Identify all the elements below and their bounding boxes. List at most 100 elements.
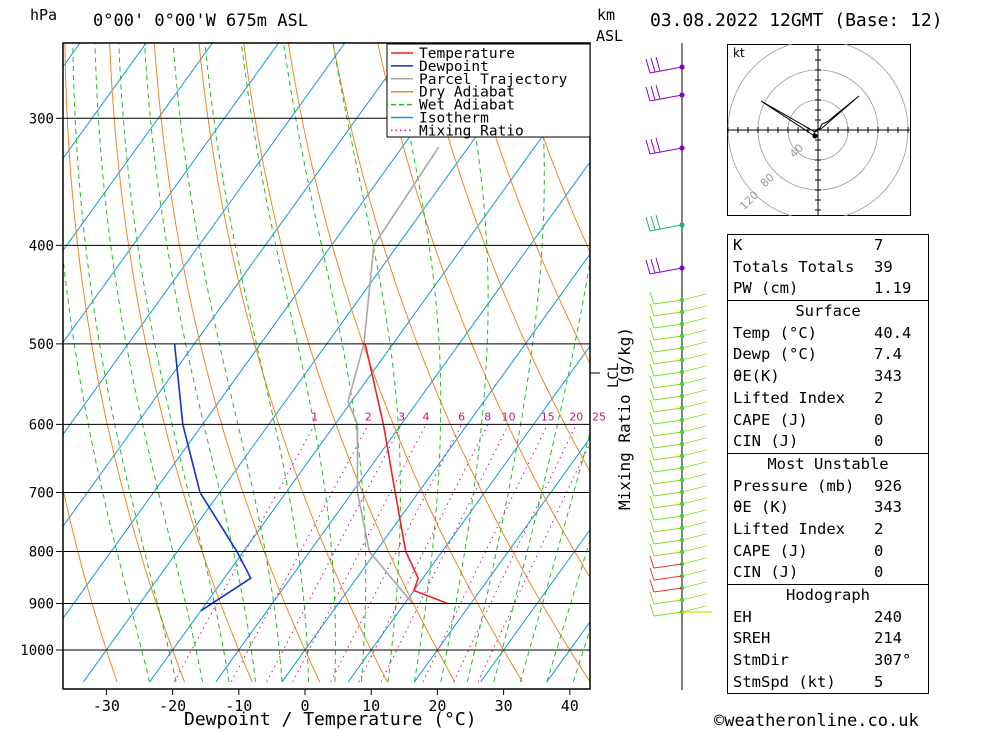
hodo-trace	[760, 95, 860, 136]
mixing-ratio-line	[230, 424, 369, 683]
mu-param-label: CAPE (J)	[733, 541, 808, 560]
wind-barb-shaft	[681, 389, 707, 397]
isotherm-line	[63, 43, 214, 252]
dry-adiabat-line	[511, 43, 590, 254]
temp-tick-label: 30	[495, 697, 513, 715]
isotherm-line	[281, 253, 590, 683]
pressure-tick-label: 700	[29, 485, 54, 501]
wind-barb-shaft	[653, 575, 683, 581]
wind-barb-feather	[649, 423, 655, 437]
wet-adiabat-line	[94, 43, 204, 682]
pressure-unit: hPa	[30, 6, 58, 24]
wind-barb-feather	[649, 519, 655, 533]
wind-barb-feather	[649, 303, 655, 317]
surface-param-label: CAPE (J)	[733, 410, 808, 429]
basic-param-label: Totals Totals	[733, 257, 855, 276]
wind-barb-feather	[649, 435, 655, 449]
wind-barb-feather	[650, 215, 656, 231]
mixing-ratio-label: 15	[541, 410, 555, 423]
mu-param-value: 343	[874, 498, 902, 517]
wind-barb-shaft	[649, 147, 683, 155]
mu-param-row: CIN (J) 0	[728, 562, 928, 584]
plot-frame	[62, 42, 591, 690]
wind-barb-shaft	[681, 413, 707, 421]
mu-param-row: θE (K) 343	[728, 497, 928, 519]
mixing-ratio-label: 3	[398, 410, 405, 423]
wet-adiabat-line	[493, 259, 590, 683]
temp-tick-label: 40	[561, 697, 579, 715]
wind-barb-shaft	[653, 539, 683, 545]
pressure-tick-label: 300	[29, 111, 54, 127]
temp-tick-label: -10	[225, 697, 252, 715]
wind-barb-feather	[645, 86, 651, 102]
wind-barb-feather	[645, 216, 651, 232]
wind-barb-feather	[655, 137, 661, 153]
mu-param-row: CAPE (J) 0	[728, 541, 928, 563]
mixing-ratio-label: 25	[592, 410, 606, 423]
dry-adiabat-line	[109, 43, 253, 683]
wind-barb-shaft	[681, 293, 707, 301]
dry-adiabat-line	[0, 38, 50, 682]
wet-adiabat-line	[172, 43, 283, 682]
wet-adiabat-line	[118, 43, 230, 682]
wind-barb-feather	[655, 214, 661, 230]
wind-barb-feather	[645, 259, 651, 275]
wet-adiabat-line	[440, 43, 489, 682]
wind-barb-feather	[649, 471, 655, 485]
wind-barb-shaft	[653, 383, 683, 389]
wet-adiabat-line	[283, 43, 367, 682]
hodo-param-label: StmSpd (kt)	[733, 672, 836, 691]
wind-barb-shaft	[681, 449, 707, 457]
wet-adiabat-line	[390, 43, 442, 682]
mixing-ratio-label: 2	[365, 410, 372, 423]
legend-label: Wet Adiabat	[419, 98, 515, 114]
wind-barb-shaft	[653, 455, 683, 461]
most-unstable-title: Most Unstable	[728, 452, 928, 476]
mu-param-label: Lifted Index	[733, 519, 845, 538]
hodo-param-label: SREH	[733, 629, 771, 648]
isotherm-line	[63, 43, 81, 68]
wind-barb-shaft	[681, 533, 707, 541]
wind-barb-shaft	[681, 581, 707, 589]
wind-barb-shaft	[681, 521, 707, 529]
surface-param-value: 343	[874, 367, 902, 386]
isotherm-line	[63, 43, 346, 436]
mixing-ratio-line	[266, 424, 403, 683]
surface-param-row: CAPE (J) 0	[728, 410, 928, 432]
wind-barb-shaft	[681, 341, 707, 349]
isotherm-line	[63, 43, 147, 160]
wind-barb-shaft	[653, 347, 683, 353]
surface-param-row: Dewp (°C) 7.4	[728, 344, 928, 366]
wet-adiabat-line	[72, 43, 177, 683]
mixing-ratio-label: 6	[458, 410, 465, 423]
hodograph: kt 40 80 120	[727, 44, 911, 216]
mu-param-value: 0	[874, 563, 884, 582]
surface-param-label: θE(K)	[733, 367, 780, 386]
height-unit-km: km	[597, 6, 616, 24]
profile-dewpoint	[173, 343, 252, 612]
wind-barb-shaft	[653, 323, 683, 329]
isotherm-line	[0, 38, 18, 682]
wind-barb-feather	[649, 315, 655, 329]
wet-adiabat-line	[546, 538, 590, 683]
wind-barb-shaft	[681, 437, 707, 445]
pressure-tick-label: 400	[29, 238, 54, 254]
datetime-label: 03.08.2022 12GMT (Base: 12)	[650, 10, 943, 31]
wind-barb-feather	[655, 84, 661, 100]
wind-barb-feather	[649, 543, 655, 557]
wind-barb-shaft	[653, 599, 683, 605]
legend-label: Dry Adiabat	[419, 85, 515, 101]
legend-label: Parcel Trajectory	[419, 72, 568, 88]
wind-barb-feather	[649, 363, 655, 377]
wind-barb-shaft	[653, 431, 683, 437]
wind-barb-feather	[650, 138, 656, 154]
wind-barb-shaft	[653, 311, 683, 317]
wet-adiabat-line	[240, 43, 336, 682]
wind-barb-shaft	[653, 467, 683, 473]
hodo-param-row: StmSpd (kt) 5	[728, 672, 928, 694]
wind-barb-shaft	[681, 353, 707, 361]
location-label: 0°00' 0°00'W 675m ASL	[93, 11, 308, 31]
params-table: K 7 Totals Totals 39 PW (cm) 1.19 Surface Tem…	[727, 234, 929, 695]
hodo-param-row: EH 240	[728, 607, 928, 629]
